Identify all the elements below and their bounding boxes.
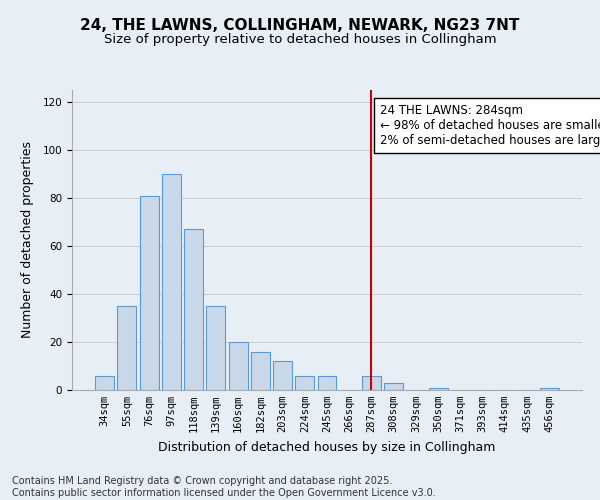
X-axis label: Distribution of detached houses by size in Collingham: Distribution of detached houses by size … xyxy=(158,440,496,454)
Bar xyxy=(295,376,314,390)
Bar xyxy=(162,174,181,390)
Bar xyxy=(273,361,292,390)
Bar xyxy=(362,376,381,390)
Text: 24 THE LAWNS: 284sqm
← 98% of detached houses are smaller (374)
2% of semi-detac: 24 THE LAWNS: 284sqm ← 98% of detached h… xyxy=(380,104,600,148)
Bar xyxy=(95,376,114,390)
Bar xyxy=(540,388,559,390)
Bar xyxy=(206,306,225,390)
Bar xyxy=(184,229,203,390)
Text: 24, THE LAWNS, COLLINGHAM, NEWARK, NG23 7NT: 24, THE LAWNS, COLLINGHAM, NEWARK, NG23 … xyxy=(80,18,520,32)
Bar xyxy=(251,352,270,390)
Text: Contains HM Land Registry data © Crown copyright and database right 2025.
Contai: Contains HM Land Registry data © Crown c… xyxy=(12,476,436,498)
Y-axis label: Number of detached properties: Number of detached properties xyxy=(21,142,34,338)
Bar xyxy=(118,306,136,390)
Bar xyxy=(384,383,403,390)
Bar xyxy=(429,388,448,390)
Bar xyxy=(140,196,158,390)
Bar xyxy=(229,342,248,390)
Text: Size of property relative to detached houses in Collingham: Size of property relative to detached ho… xyxy=(104,32,496,46)
Bar xyxy=(317,376,337,390)
